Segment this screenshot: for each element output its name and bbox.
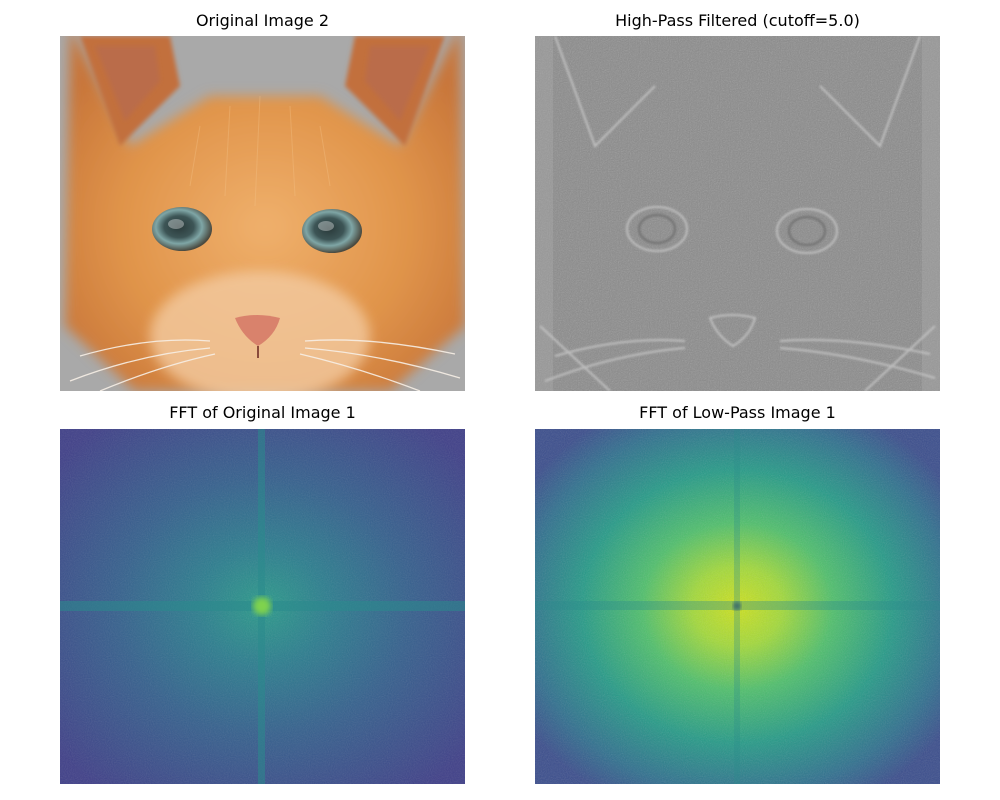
fft-low-pass-image [535, 429, 940, 784]
kitten-photo-svg [60, 36, 465, 391]
high-pass-svg [535, 36, 940, 391]
fft-original-image [60, 429, 465, 784]
panel-title-fft-original: FFT of Original Image 1 [169, 403, 356, 422]
nose [235, 315, 280, 346]
fft-low-pass-svg [535, 429, 940, 784]
whiskers [69, 339, 461, 391]
panel-title-original-image-2: Original Image 2 [195, 11, 330, 30]
right-eye [302, 209, 362, 253]
highpass-edges [539, 36, 936, 391]
lowpass-center-dip [733, 602, 741, 610]
panel-title-fft-low-pass: FFT of Low-Pass Image 1 [639, 403, 836, 422]
dc-peak [253, 597, 271, 615]
left-eye [152, 207, 212, 251]
panel-title-high-pass: High-Pass Filtered (cutoff=5.0) [615, 11, 860, 30]
fft-original-svg [60, 429, 465, 784]
original-kitten-image [60, 36, 465, 391]
high-pass-filtered-image [535, 36, 940, 391]
